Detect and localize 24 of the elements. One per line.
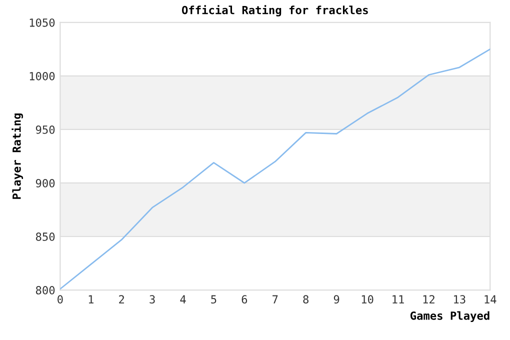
x-tick-label: 0 — [58, 295, 63, 304]
x-tick-label: 5 — [211, 295, 216, 304]
y-tick-label: 850 — [36, 232, 55, 241]
x-tick-label: 3 — [150, 295, 155, 304]
x-tick-label: 10 — [362, 295, 374, 304]
x-tick-label: 11 — [392, 295, 404, 304]
x-tick-label: 4 — [180, 295, 186, 304]
x-tick-label: 8 — [303, 295, 308, 304]
x-tick-label: 14 — [484, 295, 496, 304]
x-tick-label: 13 — [454, 295, 466, 304]
x-tick-label: 7 — [272, 295, 278, 304]
x-tick-label: 12 — [423, 295, 434, 304]
y-tick-label: 1050 — [30, 18, 55, 27]
y-tick-label: 800 — [36, 286, 55, 294]
y-tick-label: 950 — [36, 125, 55, 134]
x-tick-label: 9 — [334, 295, 340, 304]
x-tick-label: 2 — [119, 295, 124, 304]
x-tick-label: 6 — [242, 295, 248, 304]
x-axis-title: Games Played — [410, 311, 490, 322]
y-tick-label: 900 — [36, 178, 55, 188]
x-tick-label: 1 — [88, 295, 94, 304]
y-axis-title: Player Rating — [12, 113, 23, 199]
y-tick-label: 1000 — [30, 72, 55, 80]
chart-title: Official Rating for frackles — [182, 5, 368, 16]
